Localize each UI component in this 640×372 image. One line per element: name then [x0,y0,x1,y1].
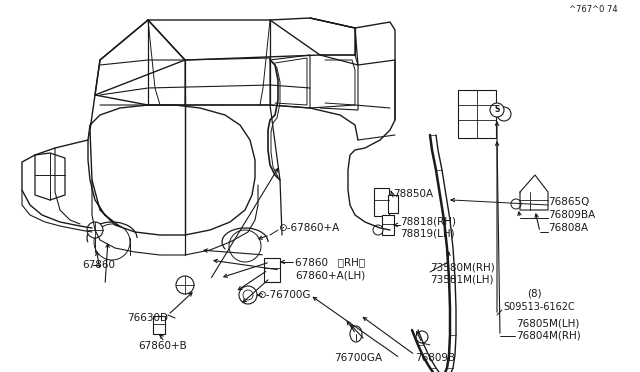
Text: S: S [494,106,500,115]
Text: ^767^0 74: ^767^0 74 [570,6,618,15]
Text: 76804M(RH): 76804M(RH) [516,331,580,341]
Circle shape [373,225,383,235]
Circle shape [239,286,257,304]
Text: 76700GA: 76700GA [334,353,382,363]
Text: 67860: 67860 [82,260,115,270]
Circle shape [176,276,194,294]
Text: ⊙-67860+A: ⊙-67860+A [278,223,339,233]
Bar [153,316,165,334]
Bar [264,258,280,282]
Circle shape [87,222,103,238]
Ellipse shape [350,326,362,342]
Text: 76808A: 76808A [548,223,588,233]
Text: 67860+A(LH): 67860+A(LH) [295,270,365,280]
Circle shape [94,224,130,260]
Text: 78850A: 78850A [393,189,433,199]
Text: 76809B: 76809B [415,353,455,363]
Text: 76865Q: 76865Q [548,197,589,207]
Text: 78819(LH): 78819(LH) [400,229,454,239]
Circle shape [511,199,521,209]
Text: 76630D: 76630D [127,313,168,323]
Text: 76805M(LH): 76805M(LH) [516,318,579,328]
Bar [388,195,398,213]
Text: 67860+B: 67860+B [139,341,188,351]
Text: 73581M(LH): 73581M(LH) [430,275,493,285]
Text: 73580M(RH): 73580M(RH) [430,263,495,273]
Bar [382,215,394,235]
Bar [458,90,496,138]
Text: ⊙-76700G: ⊙-76700G [257,290,310,300]
Circle shape [490,103,504,117]
Circle shape [416,331,428,343]
Text: S09513-6162C: S09513-6162C [503,302,575,312]
Circle shape [229,230,261,262]
Text: 78818(RH): 78818(RH) [400,217,456,227]
Text: (8): (8) [527,289,541,299]
Bar [374,188,389,216]
Text: 67860   （RH）: 67860 （RH） [295,257,365,267]
Circle shape [497,107,511,121]
Text: 76809BA: 76809BA [548,210,595,220]
Circle shape [243,290,253,300]
